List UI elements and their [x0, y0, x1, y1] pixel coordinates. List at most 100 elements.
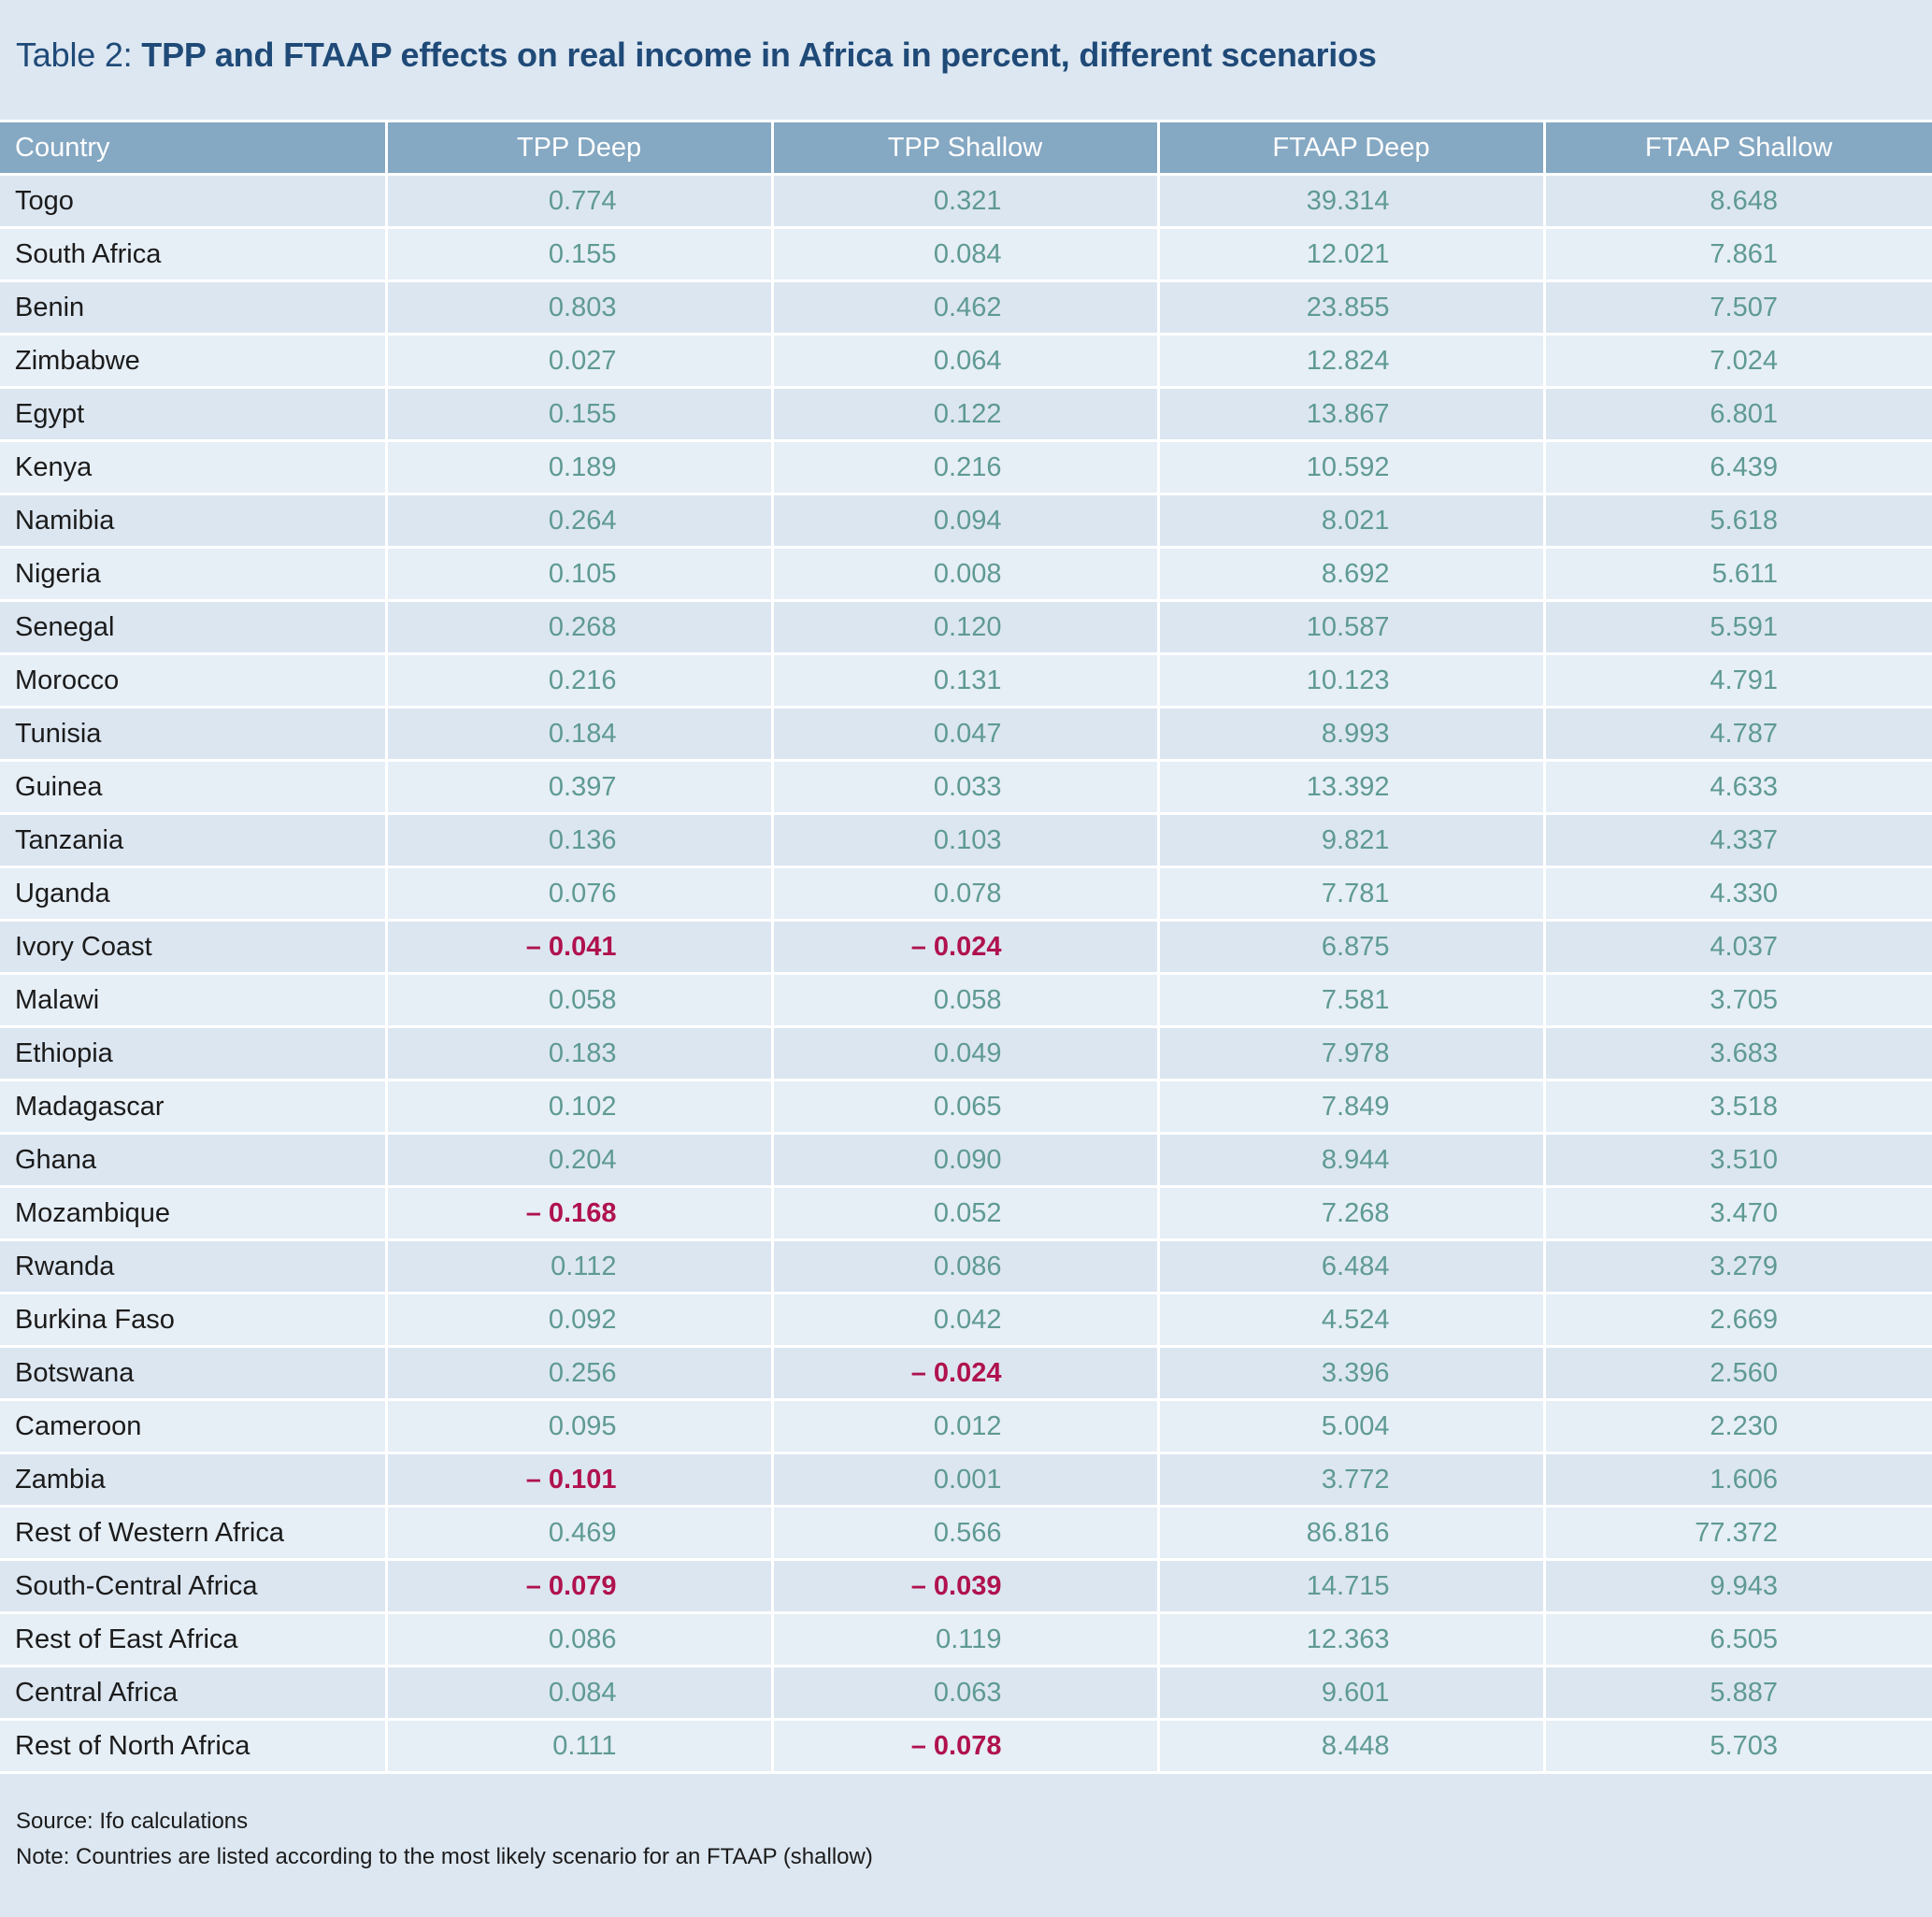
tpp-deep-cell: – 0.168 [384, 1185, 772, 1240]
table-row: Rwanda 0.112 0.086 6.484 3.279 [0, 1238, 1932, 1294]
ftaap-deep-cell: 86.816 [1156, 1505, 1544, 1560]
table-row: Egypt 0.155 0.122 13.867 6.801 [0, 386, 1932, 441]
country-cell: Cameroon [0, 1398, 386, 1453]
tpp-deep-cell: 0.397 [384, 759, 772, 814]
ftaap-shallow-cell: 5.618 [1542, 493, 1932, 548]
ftaap-shallow-cell: 3.683 [1542, 1025, 1932, 1080]
table-title: Table 2: TPP and FTAAP effects on real i… [16, 36, 1377, 75]
tpp-deep-cell: 0.136 [384, 812, 772, 867]
country-cell: Guinea [0, 759, 386, 814]
ftaap-deep-cell: 23.855 [1156, 279, 1544, 335]
tpp-deep-cell: – 0.079 [384, 1558, 772, 1613]
tpp-deep-cell: 0.092 [384, 1292, 772, 1347]
tpp-shallow-cell: 0.042 [770, 1292, 1158, 1347]
country-cell: Senegal [0, 599, 386, 654]
ftaap-deep-cell: 7.849 [1156, 1079, 1544, 1134]
ftaap-shallow-cell: 4.330 [1542, 866, 1932, 921]
country-cell: Benin [0, 279, 386, 335]
ftaap-deep-cell: 8.993 [1156, 706, 1544, 761]
tpp-shallow-cell: 0.078 [770, 866, 1158, 921]
table-row: Zambia – 0.101 0.001 3.772 1.606 [0, 1452, 1932, 1507]
country-cell: Rest of East Africa [0, 1611, 386, 1667]
country-cell: Morocco [0, 652, 386, 708]
tpp-deep-cell: 0.027 [384, 333, 772, 388]
ftaap-deep-cell: 10.123 [1156, 652, 1544, 708]
tpp-shallow-cell: 0.084 [770, 226, 1158, 281]
ftaap-shallow-cell: 6.439 [1542, 439, 1932, 494]
tpp-shallow-cell: 0.090 [770, 1132, 1158, 1187]
tpp-shallow-cell: 0.086 [770, 1238, 1158, 1294]
tpp-shallow-cell: 0.120 [770, 599, 1158, 654]
table-body: Togo 0.774 0.321 39.314 8.648 South Africa 0.1… [0, 173, 1932, 1774]
tpp-shallow-cell: 0.052 [770, 1185, 1158, 1240]
table-header: Country TPP Deep TPP Shallow FTAAP Deep … [0, 120, 1932, 175]
ftaap-shallow-cell: 6.505 [1542, 1611, 1932, 1667]
ftaap-deep-cell: 8.944 [1156, 1132, 1544, 1187]
tpp-shallow-cell: 0.321 [770, 173, 1158, 228]
country-cell: Namibia [0, 493, 386, 548]
country-cell: South Africa [0, 226, 386, 281]
table-row: Burkina Faso 0.092 0.042 4.524 2.669 [0, 1292, 1932, 1347]
tpp-shallow-cell: 0.103 [770, 812, 1158, 867]
ftaap-deep-cell: 7.978 [1156, 1025, 1544, 1080]
country-cell: Rest of North Africa [0, 1718, 386, 1774]
country-cell: Madagascar [0, 1079, 386, 1134]
tpp-shallow-cell: 0.566 [770, 1505, 1158, 1560]
table-row: Uganda 0.076 0.078 7.781 4.330 [0, 866, 1932, 921]
tpp-deep-cell: 0.264 [384, 493, 772, 548]
tpp-shallow-cell: 0.063 [770, 1665, 1158, 1720]
country-cell: Botswana [0, 1345, 386, 1400]
table-row: Benin 0.803 0.462 23.855 7.507 [0, 279, 1932, 335]
table-row: Togo 0.774 0.321 39.314 8.648 [0, 173, 1932, 228]
tpp-shallow-cell: 0.462 [770, 279, 1158, 335]
ftaap-shallow-cell: 5.887 [1542, 1665, 1932, 1720]
header-ftaap-shallow: FTAAP Shallow [1542, 120, 1932, 175]
table-title-prefix: Table 2: [16, 36, 142, 74]
table-title-main: TPP and FTAAP effects on real income in … [141, 36, 1377, 74]
country-cell: Malawi [0, 972, 386, 1027]
country-cell: Ethiopia [0, 1025, 386, 1080]
table-row: Senegal 0.268 0.120 10.587 5.591 [0, 599, 1932, 654]
ftaap-deep-cell: 8.692 [1156, 546, 1544, 601]
tpp-shallow-cell: 0.065 [770, 1079, 1158, 1134]
tpp-deep-cell: 0.155 [384, 226, 772, 281]
ftaap-deep-cell: 3.772 [1156, 1452, 1544, 1507]
ftaap-deep-cell: 10.587 [1156, 599, 1544, 654]
table-row: Central Africa 0.084 0.063 9.601 5.887 [0, 1665, 1932, 1720]
ftaap-deep-cell: 6.875 [1156, 919, 1544, 974]
ftaap-deep-cell: 6.484 [1156, 1238, 1544, 1294]
table-row: Morocco 0.216 0.131 10.123 4.791 [0, 652, 1932, 708]
tpp-deep-cell: 0.216 [384, 652, 772, 708]
table-row: Kenya 0.189 0.216 10.592 6.439 [0, 439, 1932, 494]
tpp-deep-cell: 0.112 [384, 1238, 772, 1294]
ftaap-deep-cell: 10.592 [1156, 439, 1544, 494]
country-cell: Rwanda [0, 1238, 386, 1294]
tpp-deep-cell: 0.105 [384, 546, 772, 601]
ftaap-shallow-cell: 77.372 [1542, 1505, 1932, 1560]
ftaap-deep-cell: 4.524 [1156, 1292, 1544, 1347]
ftaap-shallow-cell: 5.703 [1542, 1718, 1932, 1774]
tpp-shallow-cell: 0.122 [770, 386, 1158, 441]
ftaap-shallow-cell: 5.611 [1542, 546, 1932, 601]
ftaap-deep-cell: 8.448 [1156, 1718, 1544, 1774]
ftaap-shallow-cell: 3.518 [1542, 1079, 1932, 1134]
ftaap-deep-cell: 9.821 [1156, 812, 1544, 867]
ftaap-shallow-cell: 8.648 [1542, 173, 1932, 228]
tpp-shallow-cell: 0.047 [770, 706, 1158, 761]
table-row: Malawi 0.058 0.058 7.581 3.705 [0, 972, 1932, 1027]
ftaap-deep-cell: 39.314 [1156, 173, 1544, 228]
country-cell: Ivory Coast [0, 919, 386, 974]
ftaap-shallow-cell: 3.705 [1542, 972, 1932, 1027]
header-country: Country [0, 120, 386, 175]
table-row: Zimbabwe 0.027 0.064 12.824 7.024 [0, 333, 1932, 388]
ftaap-deep-cell: 12.824 [1156, 333, 1544, 388]
tpp-deep-cell: 0.111 [384, 1718, 772, 1774]
tpp-deep-cell: 0.189 [384, 439, 772, 494]
ftaap-deep-cell: 9.601 [1156, 1665, 1544, 1720]
ftaap-shallow-cell: 7.024 [1542, 333, 1932, 388]
ftaap-deep-cell: 13.392 [1156, 759, 1544, 814]
tpp-shallow-cell: 0.012 [770, 1398, 1158, 1453]
country-cell: Uganda [0, 866, 386, 921]
tpp-deep-cell: 0.155 [384, 386, 772, 441]
ftaap-deep-cell: 3.396 [1156, 1345, 1544, 1400]
